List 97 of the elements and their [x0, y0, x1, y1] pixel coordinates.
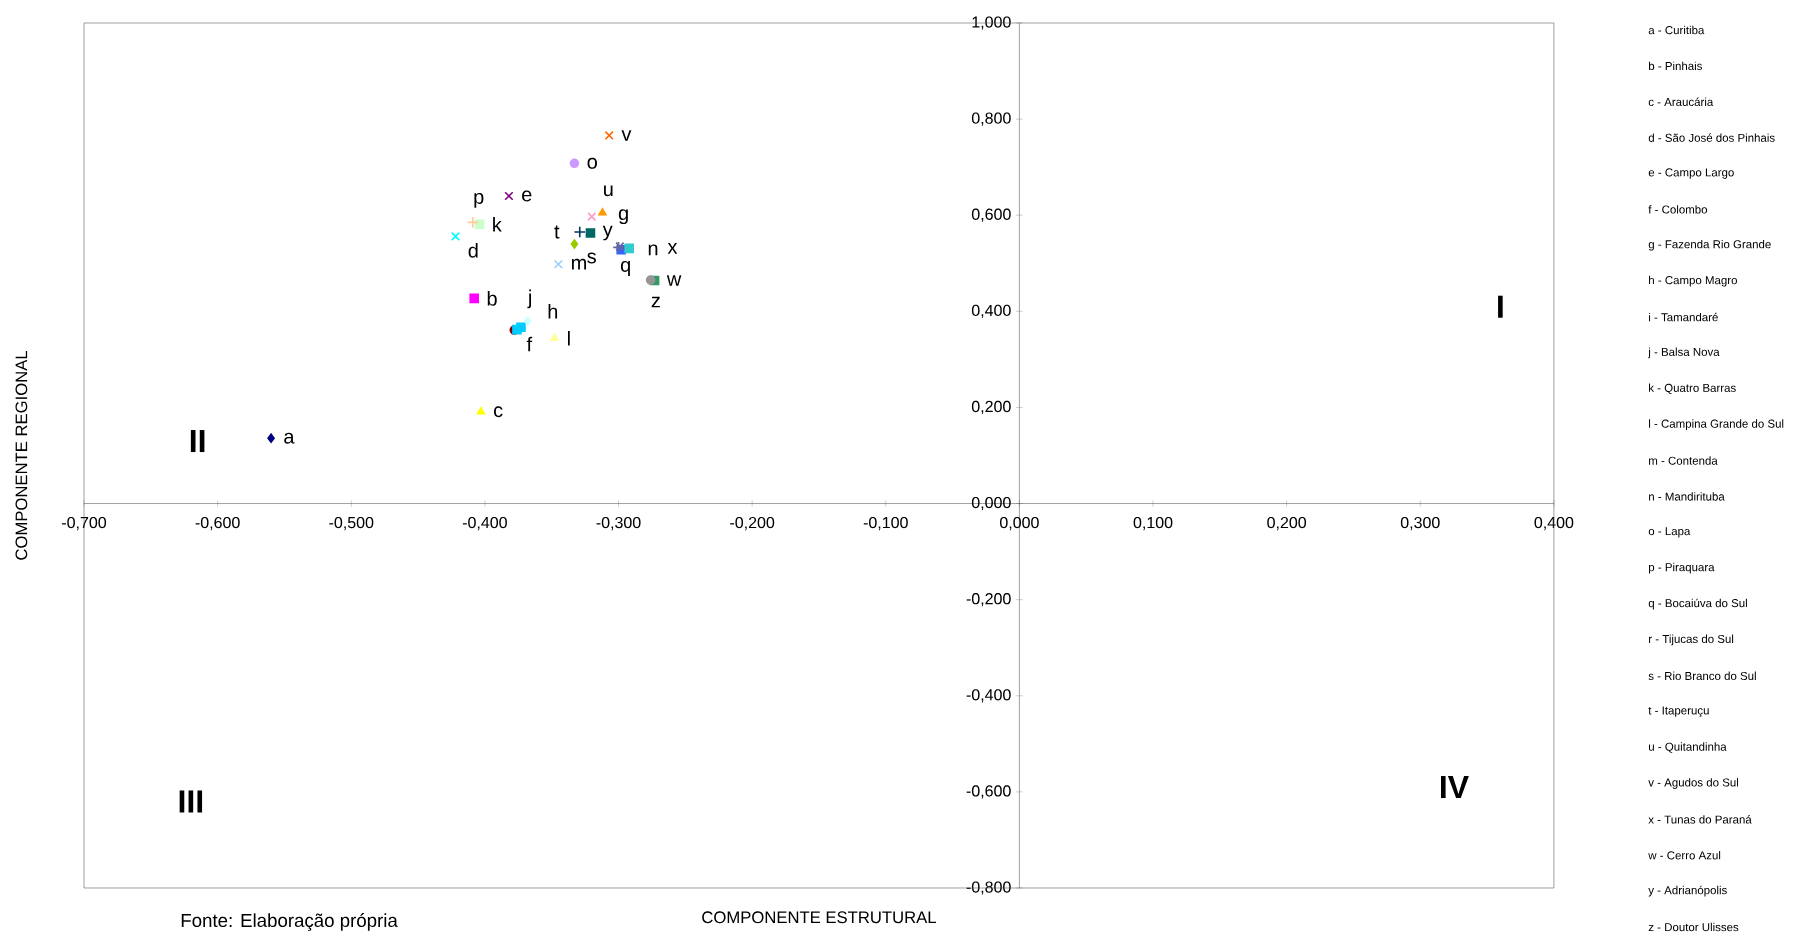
- annotation: t: [554, 225, 560, 239]
- text: i - Tamandaré: [1649, 312, 1718, 322]
- x-tick-label: -0,700: [62, 516, 107, 531]
- y-tick-label: 1,000: [972, 16, 1011, 30]
- text: v - Agudos do Sul: [1648, 778, 1738, 789]
- point: [570, 239, 579, 249]
- text: d - São José dos Pinhais: [1648, 133, 1775, 142]
- y-tick-label: 0,200: [971, 400, 1011, 415]
- point: [523, 316, 532, 326]
- annotation: k: [493, 217, 502, 232]
- x-tick-label: -0,300: [596, 516, 641, 531]
- y-tick-label: 0,600: [971, 208, 1011, 222]
- point: [624, 243, 634, 254]
- x-tick-label: -0,100: [863, 516, 908, 531]
- text: j - Balsa Nova: [1648, 347, 1720, 359]
- text: y - Adrianópolis: [1648, 885, 1727, 897]
- annotation: c: [494, 406, 503, 418]
- x-tick-label: -0,500: [329, 516, 374, 531]
- annotation: p: [474, 192, 484, 208]
- annotation: y: [602, 225, 613, 241]
- text: x - Tunas do Paraná: [1648, 815, 1752, 824]
- annotation: o: [587, 157, 597, 169]
- y-tick-label: 0,400: [971, 304, 1011, 318]
- annotation: q: [620, 261, 630, 276]
- point: [469, 293, 479, 304]
- point: [598, 208, 607, 216]
- x-tick-label: 0,200: [1267, 516, 1307, 531]
- point: [585, 228, 596, 238]
- point: [267, 433, 275, 443]
- annotation: z: [651, 296, 660, 308]
- point: [645, 275, 656, 285]
- annotation: b: [487, 291, 497, 306]
- point: [573, 225, 586, 239]
- point: [550, 333, 559, 342]
- text: f - Colombo: [1648, 205, 1708, 214]
- annotation: f: [526, 336, 533, 352]
- x-tick-label: 0,000: [1000, 516, 1039, 531]
- y-tick-label: -0,400: [966, 689, 1011, 703]
- x-axis-title: COMPONENTE ESTRUTURAL: [702, 911, 936, 924]
- annotation: d: [468, 243, 478, 258]
- text: w - Cerro Azul: [1648, 851, 1721, 860]
- point: [553, 259, 563, 269]
- annotation: g: [618, 209, 628, 225]
- annotation: s: [587, 252, 596, 264]
- annotation: m: [571, 258, 586, 270]
- annotation: x: [667, 243, 678, 254]
- x-tick-label: -0,400: [462, 516, 507, 531]
- text: k - Quatro Barras: [1649, 383, 1736, 395]
- text: b - Pinhais: [1649, 61, 1703, 71]
- point: [604, 130, 614, 141]
- text: m - Contenda: [1649, 456, 1718, 465]
- x-tick-label: 0,300: [1400, 516, 1440, 531]
- point: [476, 406, 486, 415]
- y-tick-label: 0,800: [971, 112, 1011, 126]
- annotation: n: [648, 244, 658, 256]
- point: [466, 216, 479, 229]
- point: [569, 158, 580, 169]
- text: t - Itaperuçu: [1648, 706, 1709, 717]
- text: u - Quitandinha: [1649, 742, 1727, 753]
- point: [450, 231, 461, 241]
- annotation: III: [179, 790, 203, 813]
- source-note: Fonte: Elaboração própria: [181, 913, 398, 931]
- annotation: I: [1498, 295, 1503, 318]
- annotation: l: [567, 330, 570, 346]
- text: h - Campo Magro: [1649, 275, 1737, 287]
- y-tick-label: -0,200: [966, 593, 1011, 607]
- text: s - Rio Branco do Sul: [1648, 671, 1756, 681]
- x-tick-label: 0,400: [1534, 516, 1574, 531]
- x-tick-label: -0,600: [195, 516, 240, 531]
- y-tick-label: -0,600: [966, 785, 1011, 799]
- annotation: a: [284, 432, 295, 444]
- text: g - Fazenda Rio Grande: [1648, 239, 1771, 251]
- annotation: IV: [1440, 776, 1469, 799]
- point: [587, 212, 597, 222]
- annotation: j: [527, 289, 532, 309]
- y-tick-label: 0,000: [971, 496, 1011, 511]
- text: z - Doutor Ulisses: [1648, 922, 1739, 932]
- annotation: u: [604, 185, 613, 197]
- text: l - Campina Grande do Sul: [1649, 419, 1784, 431]
- text: p - Piraquara: [1649, 562, 1715, 574]
- point: [504, 191, 514, 201]
- text: n - Mandirituba: [1649, 492, 1725, 501]
- text: o - Lapa: [1648, 527, 1691, 538]
- text: r - Tijucas do Sul: [1649, 634, 1734, 646]
- y-tick-label: -0,800: [966, 881, 1011, 895]
- annotation: e: [522, 190, 532, 202]
- x-tick-label: -0,200: [730, 516, 775, 531]
- text: e - Campo Largo: [1648, 168, 1734, 179]
- annotation: w: [666, 275, 682, 286]
- y-axis-title: COMPONENTE REGIONAL: [15, 350, 28, 560]
- annotation: v: [621, 130, 632, 141]
- text: a - Curitiba: [1648, 25, 1705, 35]
- text: q - Bocaiúva do Sul: [1648, 598, 1747, 610]
- annotation: h: [548, 303, 558, 319]
- annotation: II: [190, 430, 205, 453]
- text: c - Araucária: [1648, 97, 1714, 107]
- x-tick-label: 0,100: [1133, 516, 1173, 531]
